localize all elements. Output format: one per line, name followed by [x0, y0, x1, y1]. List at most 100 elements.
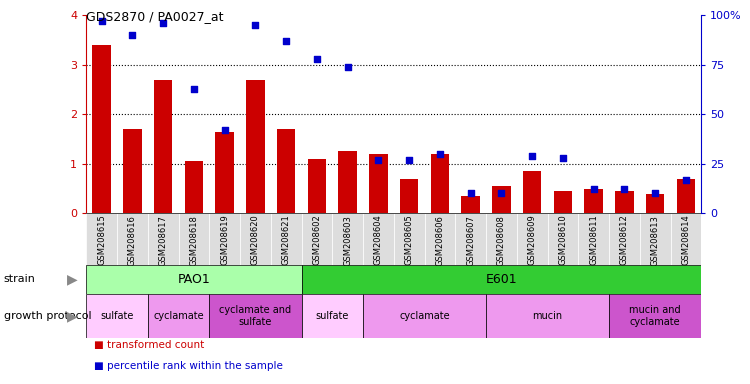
- Text: GSM208621: GSM208621: [282, 215, 291, 265]
- Bar: [148, 213, 178, 265]
- Text: ■ transformed count: ■ transformed count: [94, 340, 204, 350]
- Bar: [215, 132, 234, 213]
- Text: sulfate: sulfate: [316, 311, 349, 321]
- Text: GSM208618: GSM208618: [189, 215, 198, 266]
- Bar: [184, 161, 203, 213]
- Bar: [154, 79, 173, 213]
- Bar: [308, 159, 326, 213]
- Text: growth protocol: growth protocol: [4, 311, 92, 321]
- Point: [126, 32, 138, 38]
- Bar: [246, 79, 265, 213]
- Text: mucin: mucin: [532, 311, 562, 321]
- Text: GSM208608: GSM208608: [496, 215, 506, 266]
- Text: strain: strain: [4, 274, 36, 285]
- Text: GSM208617: GSM208617: [159, 215, 168, 266]
- Bar: [615, 191, 634, 213]
- Point: [556, 155, 568, 161]
- Point: [649, 190, 662, 197]
- Point: [433, 151, 445, 157]
- Bar: [584, 189, 603, 213]
- Bar: [670, 213, 701, 265]
- Bar: [486, 294, 609, 338]
- Point: [464, 190, 477, 197]
- Bar: [554, 191, 572, 213]
- Text: ▶: ▶: [68, 272, 78, 286]
- Text: GSM208602: GSM208602: [312, 215, 321, 265]
- Point: [404, 157, 416, 163]
- Text: E601: E601: [485, 273, 518, 286]
- Text: GSM208616: GSM208616: [128, 215, 136, 266]
- Bar: [676, 179, 695, 213]
- Bar: [86, 265, 302, 294]
- Text: PAO1: PAO1: [178, 273, 210, 286]
- Text: GSM208614: GSM208614: [681, 215, 690, 265]
- Bar: [363, 294, 486, 338]
- Bar: [578, 213, 609, 265]
- Bar: [646, 194, 664, 213]
- Bar: [517, 213, 548, 265]
- Bar: [369, 154, 388, 213]
- Point: [158, 20, 170, 26]
- Text: cyclamate: cyclamate: [399, 311, 450, 321]
- Bar: [640, 213, 670, 265]
- Point: [188, 86, 200, 92]
- Point: [680, 176, 692, 182]
- Text: ■ percentile rank within the sample: ■ percentile rank within the sample: [94, 361, 283, 371]
- Point: [526, 153, 538, 159]
- Text: GSM208605: GSM208605: [405, 215, 414, 265]
- Bar: [117, 213, 148, 265]
- Bar: [332, 213, 363, 265]
- Bar: [523, 171, 542, 213]
- Point: [96, 18, 108, 24]
- Bar: [148, 294, 209, 338]
- Text: GSM208610: GSM208610: [558, 215, 567, 265]
- Bar: [302, 213, 332, 265]
- Text: GSM208604: GSM208604: [374, 215, 382, 265]
- Text: GSM208609: GSM208609: [528, 215, 537, 265]
- Text: GSM208603: GSM208603: [343, 215, 352, 266]
- Bar: [400, 179, 418, 213]
- Bar: [86, 213, 117, 265]
- Bar: [302, 294, 363, 338]
- Bar: [492, 186, 511, 213]
- Bar: [123, 129, 142, 213]
- Point: [588, 186, 600, 192]
- Bar: [178, 213, 209, 265]
- Text: GSM208611: GSM208611: [590, 215, 598, 265]
- Bar: [92, 45, 111, 213]
- Bar: [548, 213, 578, 265]
- Point: [249, 22, 261, 28]
- Bar: [271, 213, 302, 265]
- Text: mucin and
cyclamate: mucin and cyclamate: [629, 305, 681, 327]
- Text: GSM208612: GSM208612: [620, 215, 628, 265]
- Point: [310, 56, 322, 62]
- Bar: [394, 213, 424, 265]
- Bar: [302, 265, 701, 294]
- Bar: [209, 294, 302, 338]
- Bar: [609, 213, 640, 265]
- Bar: [209, 213, 240, 265]
- Point: [618, 186, 630, 192]
- Text: GSM208606: GSM208606: [435, 215, 444, 266]
- Point: [372, 157, 384, 163]
- Bar: [461, 196, 480, 213]
- Text: cyclamate and
sulfate: cyclamate and sulfate: [219, 305, 292, 327]
- Text: sulfate: sulfate: [100, 311, 134, 321]
- Bar: [86, 294, 148, 338]
- Text: GSM208619: GSM208619: [220, 215, 230, 265]
- Bar: [455, 213, 486, 265]
- Text: GSM208620: GSM208620: [251, 215, 260, 265]
- Text: GDS2870 / PA0027_at: GDS2870 / PA0027_at: [86, 10, 224, 23]
- Bar: [338, 151, 357, 213]
- Text: cyclamate: cyclamate: [153, 311, 204, 321]
- Text: ▶: ▶: [68, 309, 78, 323]
- Bar: [277, 129, 296, 213]
- Point: [280, 38, 292, 44]
- Text: GSM208613: GSM208613: [650, 215, 660, 266]
- Bar: [430, 154, 449, 213]
- Bar: [486, 213, 517, 265]
- Text: GSM208615: GSM208615: [98, 215, 106, 265]
- Bar: [609, 294, 701, 338]
- Point: [341, 64, 354, 70]
- Point: [219, 127, 231, 133]
